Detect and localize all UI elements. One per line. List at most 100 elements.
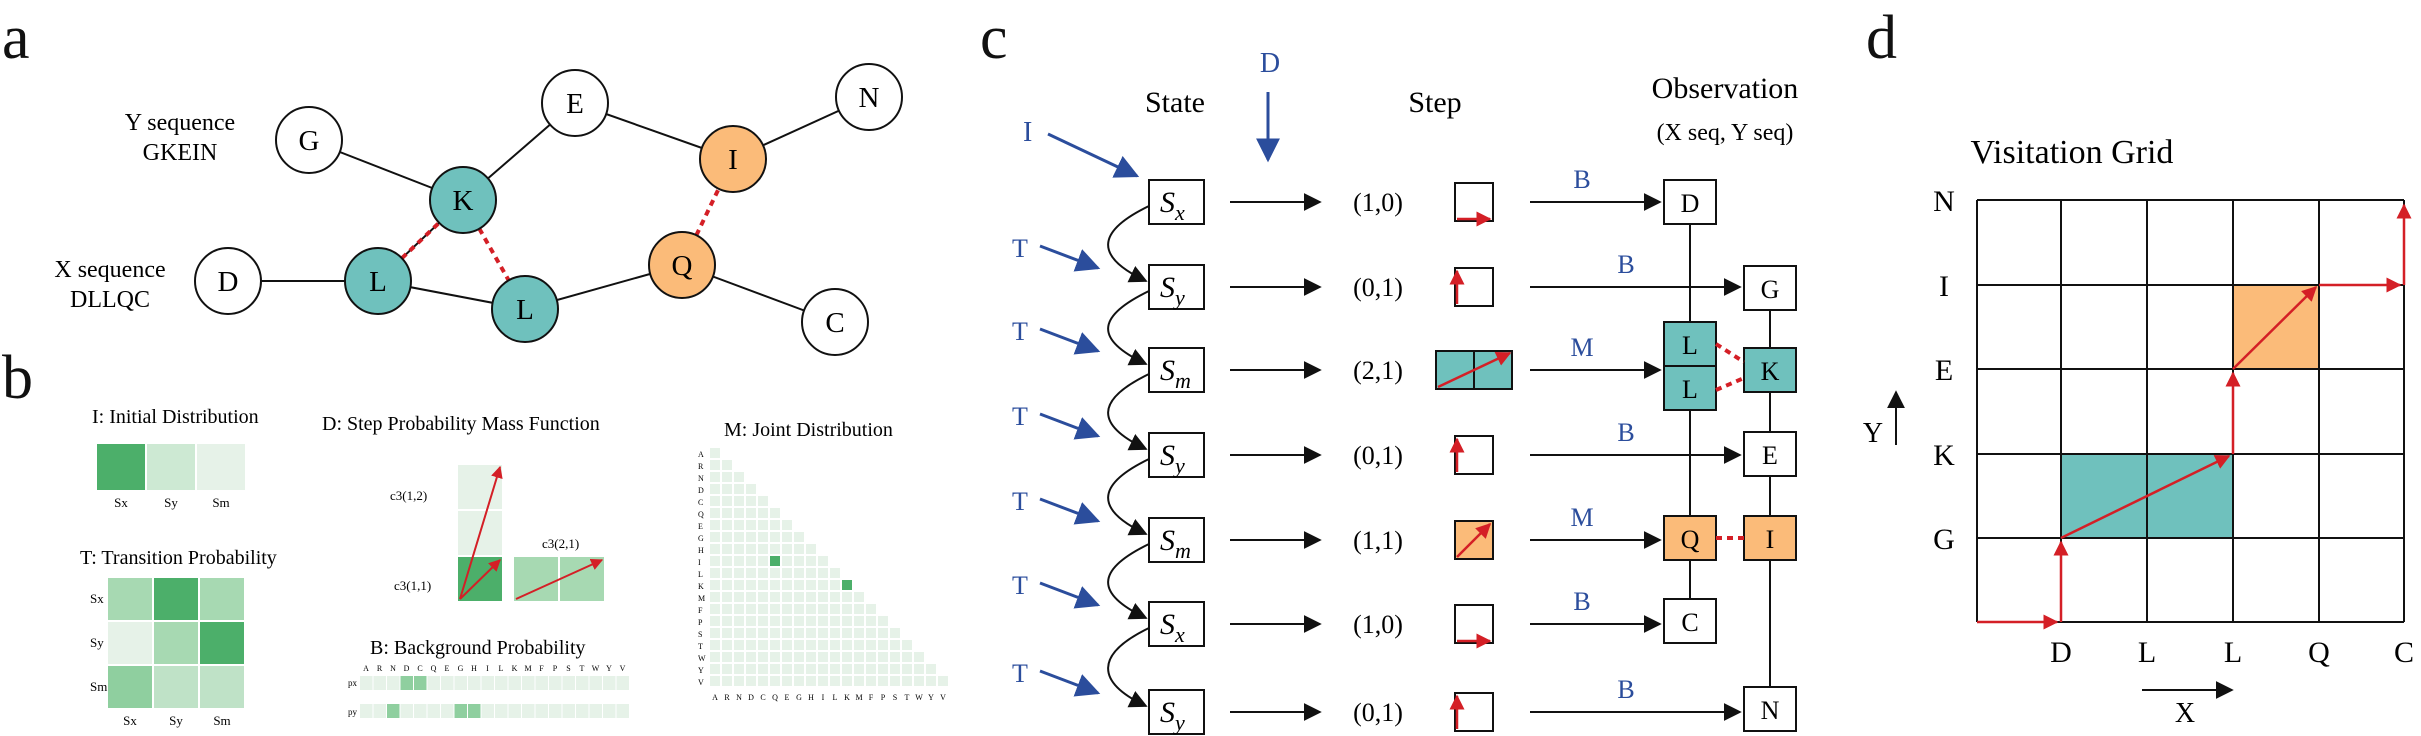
bg-aa-label: P — [553, 664, 558, 673]
joint-row-label: I — [698, 558, 701, 567]
state-row: Sx (1,0)BT — [1012, 587, 1662, 708]
svg-text:Sy: Sy — [90, 635, 104, 650]
joint-cell — [842, 592, 852, 602]
node-c: C — [801, 288, 869, 356]
bg-cell-py — [468, 704, 481, 718]
joint-col-label: H — [808, 693, 814, 702]
joint-row-label: F — [698, 606, 703, 615]
bg-cell-py — [549, 704, 562, 718]
emission-label: B — [1617, 418, 1634, 447]
joint-row-label: D — [698, 486, 704, 495]
bg-aa-label: Y — [606, 664, 612, 673]
joint-cell — [710, 628, 720, 638]
y-box-i: I — [1743, 515, 1797, 561]
joint-cell — [914, 676, 924, 686]
joint-cell — [926, 664, 936, 674]
state-label: Sy — [1160, 439, 1185, 478]
joint-cell — [722, 592, 732, 602]
bg-cell-py — [522, 704, 535, 718]
svg-text:Sx: Sx — [123, 713, 137, 728]
observation-subheader: (X seq, Y seq) — [1657, 120, 1794, 146]
x-box-l2: L — [1663, 365, 1717, 411]
bg-cell-py — [616, 704, 629, 718]
joint-cell — [842, 616, 852, 626]
joint-cell — [806, 676, 816, 686]
joint-cell — [722, 652, 732, 662]
joint-cell — [758, 556, 768, 566]
panel-a: a Y sequence GKEIN X sequence DLLQC G K … — [2, 4, 903, 356]
joint-cell — [758, 628, 768, 638]
panel-b: b I: Initial Distribution Sx Sy Sm T: Tr… — [2, 344, 948, 728]
bg-cell-px — [616, 676, 629, 690]
state-box — [1148, 347, 1205, 393]
svg-text:Sx: Sx — [90, 591, 104, 606]
joint-cell — [806, 544, 816, 554]
svg-text:K: K — [1761, 357, 1780, 386]
initial-labels: Sx Sy Sm — [114, 495, 230, 510]
joint-cell — [746, 496, 756, 506]
transition-curve — [1107, 543, 1150, 620]
emission-label: M — [1570, 333, 1593, 362]
joint-cell — [710, 556, 720, 566]
bg-aa-label: A — [363, 664, 369, 673]
grid-row-label: N — [1933, 185, 1955, 218]
joint-cell — [746, 664, 756, 674]
joint-col-label: I — [822, 693, 825, 702]
joint-cell — [710, 484, 720, 494]
joint-col-label: K — [844, 693, 850, 702]
joint-cell — [710, 652, 720, 662]
joint-cell — [710, 640, 720, 650]
background-strips — [360, 676, 629, 718]
joint-cell — [722, 568, 732, 578]
x-box-d: D — [1663, 179, 1717, 225]
joint-cell — [782, 532, 792, 542]
grid-row-label: G — [1933, 523, 1955, 556]
joint-col-label: N — [736, 693, 742, 702]
node-l1: L — [344, 247, 412, 315]
joint-row-label: L — [698, 570, 703, 579]
joint-col-label: G — [796, 693, 802, 702]
grid-row-labels: N I E K G — [1933, 185, 1955, 556]
joint-cell — [722, 508, 732, 518]
joint-cell — [794, 628, 804, 638]
joint-col-label: D — [748, 693, 754, 702]
state-box — [1148, 179, 1205, 225]
t-label: T — [1012, 317, 1028, 346]
panel-c-letter: c — [980, 4, 1008, 72]
joint-cell — [842, 604, 852, 614]
state-box — [1148, 264, 1205, 310]
joint-cell — [854, 676, 864, 686]
joint-cell — [866, 676, 876, 686]
x-sequence-label: X sequence — [54, 257, 165, 283]
joint-cell — [758, 496, 768, 506]
joint-cell — [758, 664, 768, 674]
joint-cell — [854, 604, 864, 614]
svg-text:E: E — [1762, 441, 1778, 470]
t-label: T — [1012, 402, 1028, 431]
joint-cell — [866, 652, 876, 662]
joint-cell — [770, 556, 780, 566]
bg-cell-py — [495, 704, 508, 718]
svg-text:N: N — [859, 82, 880, 114]
transition-title: T: Transition Probability — [80, 547, 277, 569]
joint-col-label: S — [893, 693, 897, 702]
grid-row-label: I — [1939, 270, 1949, 303]
joint-col-label: Y — [928, 693, 934, 702]
joint-cell — [806, 568, 816, 578]
initial-distribution-title: I: Initial Distribution — [92, 406, 259, 428]
joint-cell — [914, 664, 924, 674]
bg-cell-py — [603, 704, 616, 718]
grid-col-label: L — [2224, 636, 2242, 669]
transition-row-labels: Sx Sy Sm — [90, 591, 107, 694]
joint-col-label: A — [712, 693, 718, 702]
joint-cell — [830, 580, 840, 590]
panel-b-letter: b — [2, 344, 33, 412]
joint-cell — [734, 508, 744, 518]
joint-cell — [734, 496, 744, 506]
joint-col-label: Q — [772, 693, 778, 702]
initial-distribution-heatmap — [97, 444, 245, 490]
